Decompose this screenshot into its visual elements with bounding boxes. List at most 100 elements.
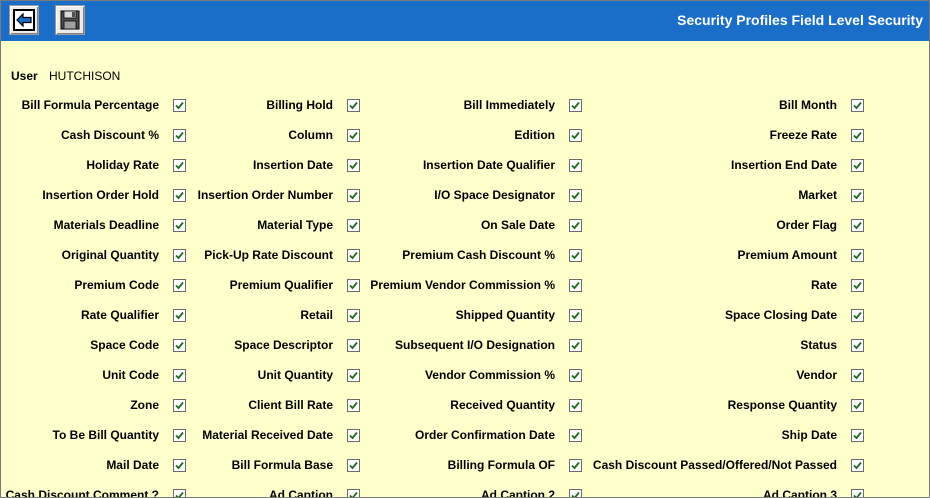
checkmark-icon [175, 191, 184, 200]
checkmark-icon [349, 401, 358, 410]
field-label: Client Bill Rate [248, 398, 333, 412]
field-label: Bill Immediately [463, 98, 555, 112]
field-label: Space Code [90, 338, 159, 352]
field-checkbox[interactable] [347, 429, 360, 442]
field-label: Billing Hold [266, 98, 333, 112]
field-checkbox[interactable] [569, 399, 582, 412]
field-checkbox[interactable] [347, 339, 360, 352]
field-checkbox[interactable] [569, 219, 582, 232]
field-checkbox[interactable] [173, 369, 186, 382]
field-label: Billing Formula OF [447, 458, 555, 472]
field-checkbox[interactable] [347, 369, 360, 382]
checkmark-icon [175, 431, 184, 440]
save-button[interactable] [55, 5, 85, 35]
field-label: Material Received Date [202, 428, 333, 442]
field-label: Rate [810, 278, 837, 292]
field-checkbox[interactable] [173, 459, 186, 472]
field-checkbox[interactable] [173, 339, 186, 352]
checkmark-icon [853, 101, 862, 110]
field-checkbox[interactable] [347, 189, 360, 202]
field-checkbox[interactable] [347, 489, 360, 497]
field-checkbox[interactable] [347, 279, 360, 292]
field-label: Column [288, 128, 333, 142]
field-checkbox[interactable] [569, 279, 582, 292]
header-bar: Security Profiles Field Level Security [1, 1, 929, 41]
field-checkbox[interactable] [851, 249, 864, 262]
field-checkbox[interactable] [851, 159, 864, 172]
field-checkbox[interactable] [347, 459, 360, 472]
field-checkbox[interactable] [851, 399, 864, 412]
field-checkbox[interactable] [851, 369, 864, 382]
field-checkbox[interactable] [569, 249, 582, 262]
checkmark-icon [853, 461, 862, 470]
checkmark-icon [175, 311, 184, 320]
field-label: Insertion Order Hold [42, 188, 159, 202]
field-checkbox[interactable] [173, 279, 186, 292]
field-checkbox[interactable] [851, 459, 864, 472]
field-checkbox[interactable] [173, 129, 186, 142]
checkmark-icon [853, 221, 862, 230]
field-checkbox[interactable] [173, 159, 186, 172]
field-checkbox[interactable] [851, 189, 864, 202]
checkmark-icon [571, 401, 580, 410]
field-checkbox[interactable] [347, 159, 360, 172]
field-checkbox[interactable] [569, 129, 582, 142]
field-checkbox[interactable] [569, 459, 582, 472]
field-label: Cash Discount % [60, 128, 159, 142]
checkmark-icon [349, 101, 358, 110]
field-checkbox[interactable] [173, 309, 186, 322]
field-checkbox[interactable] [173, 219, 186, 232]
checkmark-icon [571, 221, 580, 230]
field-checkbox[interactable] [173, 489, 186, 497]
checkmark-icon [571, 191, 580, 200]
field-checkbox[interactable] [347, 399, 360, 412]
checkmark-icon [571, 131, 580, 140]
field-label: Bill Formula Base [231, 458, 333, 472]
field-checkbox[interactable] [851, 429, 864, 442]
field-checkbox[interactable] [851, 279, 864, 292]
field-checkbox[interactable] [347, 249, 360, 262]
field-checkbox[interactable] [569, 489, 582, 497]
field-checkbox[interactable] [173, 429, 186, 442]
field-checkbox[interactable] [347, 99, 360, 112]
field-checkbox[interactable] [851, 129, 864, 142]
field-checkbox[interactable] [569, 189, 582, 202]
field-label: To Be Bill Quantity [52, 428, 159, 442]
field-checkbox[interactable] [569, 369, 582, 382]
field-checkbox[interactable] [347, 219, 360, 232]
checkmark-icon [349, 251, 358, 260]
checkmark-icon [175, 401, 184, 410]
checkmark-icon [853, 191, 862, 200]
checkmark-icon [175, 101, 184, 110]
field-checkbox[interactable] [851, 489, 864, 497]
field-checkbox[interactable] [851, 309, 864, 322]
field-label: Insertion Date [252, 158, 333, 172]
field-label: Unit Quantity [257, 368, 333, 382]
field-label: Order Confirmation Date [414, 428, 555, 442]
field-checkbox[interactable] [851, 339, 864, 352]
field-checkbox[interactable] [347, 129, 360, 142]
field-label: Insertion End Date [730, 158, 837, 172]
field-checkbox[interactable] [569, 309, 582, 322]
checkmark-icon [175, 131, 184, 140]
checkmark-icon [349, 131, 358, 140]
field-label: Original Quantity [61, 248, 159, 262]
field-label: Premium Cash Discount % [402, 248, 555, 262]
field-checkbox[interactable] [173, 99, 186, 112]
field-checkbox[interactable] [347, 309, 360, 322]
checkmark-icon [349, 161, 358, 170]
field-label: Response Quantity [727, 398, 837, 412]
back-button[interactable] [9, 5, 39, 35]
field-checkbox[interactable] [173, 249, 186, 262]
field-label: Ad Caption 3 [763, 488, 837, 498]
field-label: Materials Deadline [53, 218, 159, 232]
field-checkbox[interactable] [569, 99, 582, 112]
checkmark-icon [571, 491, 580, 497]
field-checkbox[interactable] [851, 219, 864, 232]
field-checkbox[interactable] [173, 399, 186, 412]
field-checkbox[interactable] [173, 189, 186, 202]
field-checkbox[interactable] [569, 429, 582, 442]
field-checkbox[interactable] [569, 159, 582, 172]
field-checkbox[interactable] [569, 339, 582, 352]
field-checkbox[interactable] [851, 99, 864, 112]
